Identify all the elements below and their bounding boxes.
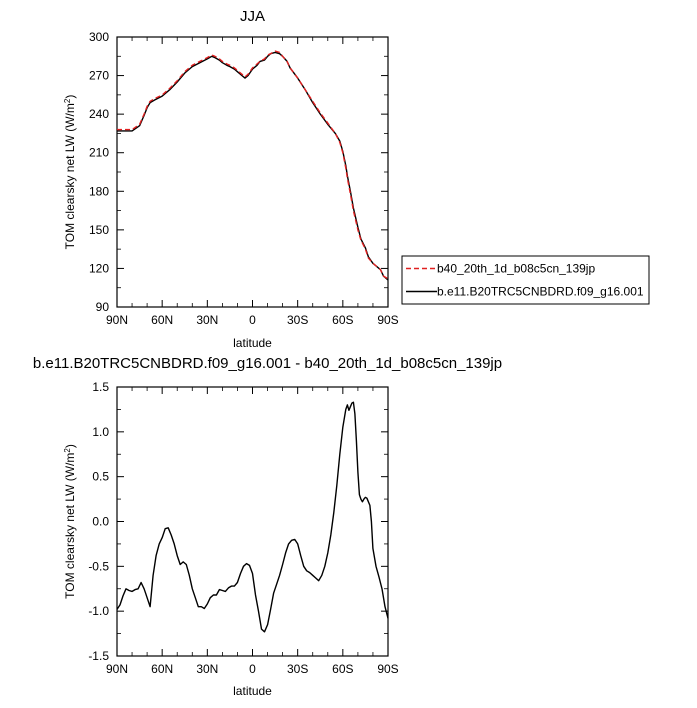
panel2-y-tick-label: 1.0 — [92, 425, 109, 439]
panel1-series-line-1 — [117, 50, 389, 280]
panel1-x-tick-label: 30N — [196, 313, 218, 327]
panel2-x-axis-label: latitude — [233, 684, 272, 698]
panel2-x-tick-label: 30S — [287, 662, 308, 676]
panel2-x-tick-label: 0 — [249, 662, 256, 676]
panel1-y-tick-label: 180 — [89, 184, 109, 198]
panel2-y-axis-label-group: TOM clearsky net LW (W/m2) — [63, 444, 77, 599]
panel2-plot-frame — [116, 386, 389, 657]
panel1-x-axis-label: latitude — [233, 336, 272, 350]
panel2-x-tick-label: 90N — [106, 662, 128, 676]
panel2-y-tick-label: -1.5 — [88, 649, 109, 663]
panel2-y-tick-label: 0.5 — [92, 470, 109, 484]
panel2-x-tick-label: 60N — [151, 662, 173, 676]
panel1-series-line-2 — [117, 51, 389, 281]
panel2-title: b.e11.B20TRC5CNBDRD.f09_g16.001 - b40_20… — [33, 355, 502, 372]
panel1-y-tick-label: 120 — [89, 261, 109, 275]
panel2-y-tick-label: -1.0 — [88, 604, 109, 618]
panel1-y-tick-label: 150 — [89, 223, 109, 237]
panel1-y-tick-label: 270 — [89, 69, 109, 83]
panel2-x-tick-label: 60S — [332, 662, 353, 676]
panel1-y-tick-label: 210 — [89, 146, 109, 160]
panel1-y-tick-label: 90 — [96, 300, 110, 314]
panel1-x-tick-label: 60S — [332, 313, 353, 327]
panel2-series-line-1 — [116, 401, 389, 633]
panel1-x-tick-label: 90S — [377, 313, 398, 327]
panel2-y-tick-label: -0.5 — [88, 559, 109, 573]
panel2-x-tick-label: 90S — [377, 662, 398, 676]
panel1-x-tick-label: 0 — [249, 313, 256, 327]
panel1-x-tick-label: 60N — [151, 313, 173, 327]
panel1-legend-label-1: b40_20th_1d_b08c5cn_139jp — [437, 262, 595, 276]
panel2-y-tick-label: 1.5 — [92, 380, 109, 394]
panel2-y-tick-label: 0.0 — [92, 515, 109, 529]
panel1-legend-box — [401, 255, 650, 305]
panel1-x-tick-label: 30S — [287, 313, 308, 327]
panel1-title: JJA — [240, 8, 265, 25]
panel1-x-tick-label: 90N — [106, 313, 128, 327]
panel1-y-tick-label: 300 — [89, 30, 109, 44]
panel1-legend-label-2: b.e11.B20TRC5CNBDRD.f09_g16.001 — [437, 285, 644, 299]
panel1-y-axis-label: TOM clearsky net LW (W/m2) — [63, 95, 77, 250]
panel2-x-tick-label: 30N — [196, 662, 218, 676]
panel2-y-axis-label: TOM clearsky net LW (W/m2) — [63, 444, 77, 599]
panel1-y-tick-label: 240 — [89, 107, 109, 121]
panel1-y-axis-label-group: TOM clearsky net LW (W/m2) — [63, 95, 77, 250]
